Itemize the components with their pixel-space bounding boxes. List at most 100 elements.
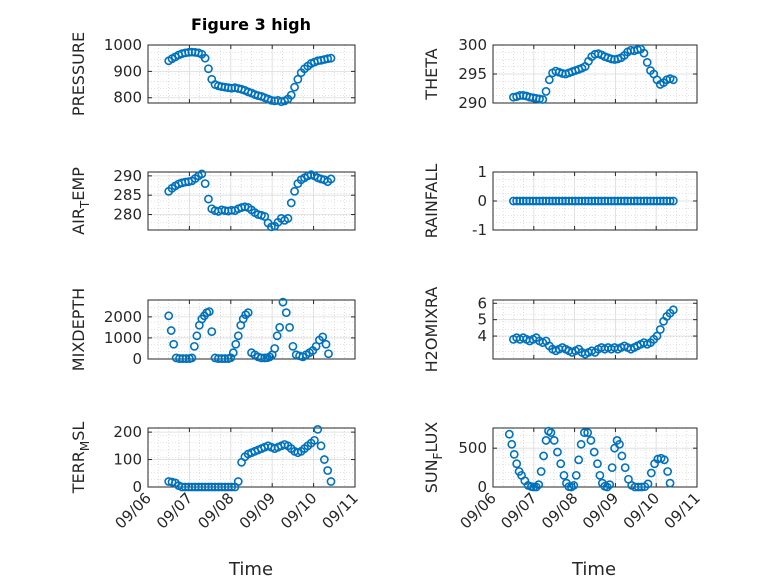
y-tick-label: 1	[477, 163, 487, 181]
data-point	[633, 45, 642, 55]
data-point	[544, 75, 554, 85]
data-point	[326, 174, 336, 184]
data-point	[583, 428, 593, 438]
x-tick-label: 09/08	[194, 489, 237, 532]
axes-box	[147, 427, 356, 488]
axes-box	[147, 171, 356, 231]
data-point	[220, 354, 230, 363]
axes-panel-3: -1 0 1 RAINFALL	[422, 163, 698, 239]
y-tick-label: 500	[458, 439, 487, 457]
data-point	[204, 194, 213, 204]
y-tick-label: 290	[113, 167, 142, 185]
y-axis-label: RAINFALL	[422, 164, 441, 239]
data-point	[189, 341, 199, 351]
data-point	[321, 339, 331, 349]
data-point	[241, 310, 251, 320]
y-tick-label: 280	[113, 206, 142, 224]
y-axis-label: THETA	[422, 48, 441, 100]
data-point	[286, 90, 296, 100]
x-tick-label: 09/11	[661, 489, 704, 532]
data-point	[318, 332, 328, 342]
data-point	[607, 463, 617, 472]
axes-panel-4: 0 1000 2000 MIXDEPTH	[69, 288, 356, 371]
data-point	[615, 439, 624, 449]
y-axis-label: TERRMSL	[69, 422, 92, 495]
data-point	[275, 322, 285, 332]
data-point	[207, 327, 217, 337]
data-point	[579, 428, 589, 438]
data-point	[536, 467, 546, 476]
data-point	[265, 352, 275, 362]
data-point	[257, 353, 266, 363]
x-tick-label: 09/07	[153, 489, 196, 532]
y-tick-label: -1	[472, 221, 487, 239]
y-tick-label: 290	[458, 94, 487, 112]
data-point	[204, 307, 214, 316]
data-point	[541, 87, 551, 96]
data-point	[665, 196, 675, 206]
y-tick-label: 0	[132, 478, 142, 496]
data-point	[192, 331, 202, 341]
x-tick-label: 09/08	[538, 489, 581, 532]
data-point	[659, 455, 669, 465]
data-point	[546, 428, 556, 438]
x-tick-label: 09/11	[319, 489, 362, 532]
data-point	[589, 447, 599, 457]
axes-panel-5: 456 H2OMIXRA	[422, 287, 698, 373]
data-point	[324, 349, 333, 359]
y-tick-label: 295	[458, 65, 487, 83]
axes-panel-1: 290 295 300 THETA	[422, 36, 698, 112]
data-point	[166, 326, 176, 335]
data-point	[227, 482, 237, 492]
axes-box	[492, 427, 698, 488]
data-point	[574, 455, 584, 465]
y-tick-label: 285	[113, 186, 142, 204]
axes-box	[147, 299, 356, 360]
data-point	[504, 429, 514, 439]
data-point	[643, 479, 653, 489]
data-point	[226, 353, 236, 363]
x-axis-label-left: Time	[228, 559, 273, 580]
y-tick-label: 0	[132, 350, 142, 368]
y-tick-label: 300	[458, 36, 487, 54]
data-point	[652, 331, 662, 341]
data-point	[593, 459, 602, 469]
data-point	[326, 53, 336, 63]
y-tick-label: 1000	[104, 329, 142, 347]
data-point	[233, 477, 243, 486]
data-point	[541, 436, 551, 445]
data-point	[549, 436, 559, 445]
x-tick-label: 09/07	[497, 489, 540, 532]
data-point	[553, 447, 562, 457]
data-point	[620, 463, 630, 472]
data-point	[571, 470, 581, 480]
data-point	[655, 325, 665, 334]
y-axis-label: MIXDEPTH	[69, 288, 88, 371]
data-point	[310, 435, 319, 445]
data-point	[316, 441, 326, 451]
data-point	[281, 308, 291, 318]
data-point	[326, 477, 336, 486]
data-point	[531, 482, 541, 492]
x-axis-label-right: Time	[571, 559, 616, 580]
y-tick-label: 1000	[104, 36, 142, 54]
data-point	[200, 53, 210, 63]
y-tick-label: 0	[477, 192, 487, 210]
y-tick-label: 6	[477, 294, 487, 312]
y-tick-label: 0	[477, 478, 487, 496]
data-point	[285, 322, 294, 332]
data-point	[538, 95, 548, 104]
data-point	[559, 470, 569, 480]
y-axis-label: H2OMIXRA	[422, 287, 441, 373]
data-point	[272, 331, 282, 341]
y-tick-label: 100	[113, 451, 142, 469]
data-point	[200, 179, 210, 188]
data-point	[228, 348, 238, 358]
x-tick-label: 09/09	[236, 489, 279, 532]
y-tick-label: 4	[477, 327, 487, 345]
data-point	[509, 449, 519, 459]
data-point	[639, 48, 649, 58]
data-point	[290, 82, 299, 92]
